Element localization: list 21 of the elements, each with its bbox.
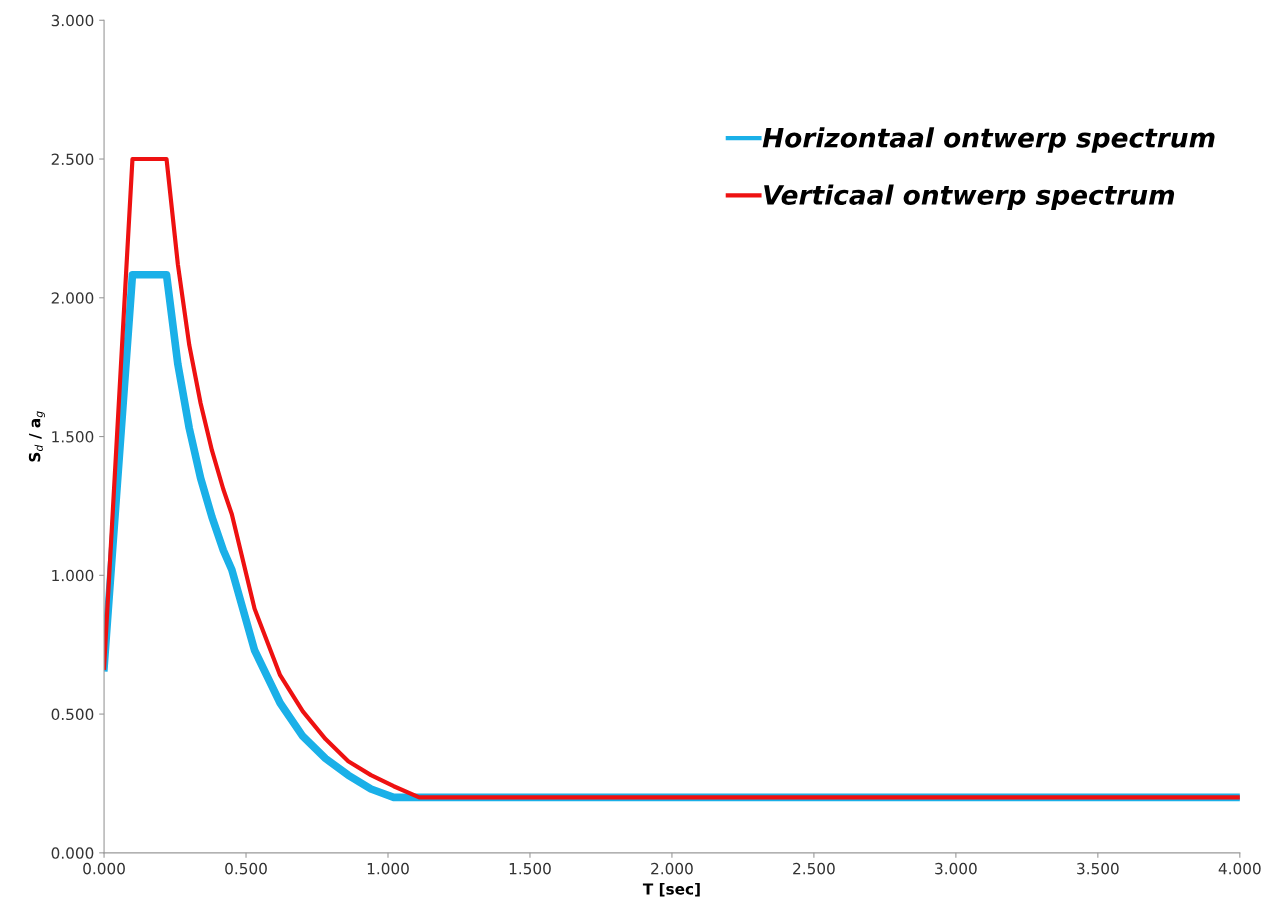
x-tick-label: 3.000	[935, 862, 977, 875]
x-axis-title: T [sec]	[642, 882, 700, 897]
y-tick-label: 0.500	[51, 708, 94, 721]
x-tick-label: 3.500	[1077, 862, 1119, 875]
x-tick-label: 0.500	[225, 862, 267, 875]
x-tick-label: 1.000	[367, 862, 409, 875]
x-tick-label: 1.500	[509, 862, 551, 875]
x-tick-label: 2.000	[651, 862, 693, 875]
x-tick-label: 2.500	[793, 862, 835, 875]
line-series	[104, 156, 1240, 800]
y-tick-label: 2.000	[51, 292, 94, 304]
x-tick-label: 0.000	[83, 862, 125, 875]
y-axis-title: S$_{d}$ / a$_{g}$	[28, 411, 45, 462]
y-tick-label: 1.000	[52, 569, 94, 582]
y-tick-label: 0.000	[51, 847, 94, 859]
y-tick-label: 2.500	[51, 153, 94, 166]
y-tick-label: 1.500	[52, 431, 94, 443]
legend-label: Verticaal ontwerp spectrum	[764, 184, 1175, 211]
y-tick-label: 3.000	[51, 14, 94, 27]
x-tick-label: 4.000	[1218, 862, 1261, 875]
legend-label: Horizontaal ontwerp spectrum	[762, 127, 1215, 153]
